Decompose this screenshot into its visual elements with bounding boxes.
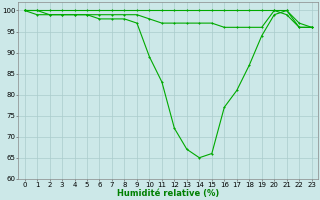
X-axis label: Humidité relative (%): Humidité relative (%) (117, 189, 219, 198)
